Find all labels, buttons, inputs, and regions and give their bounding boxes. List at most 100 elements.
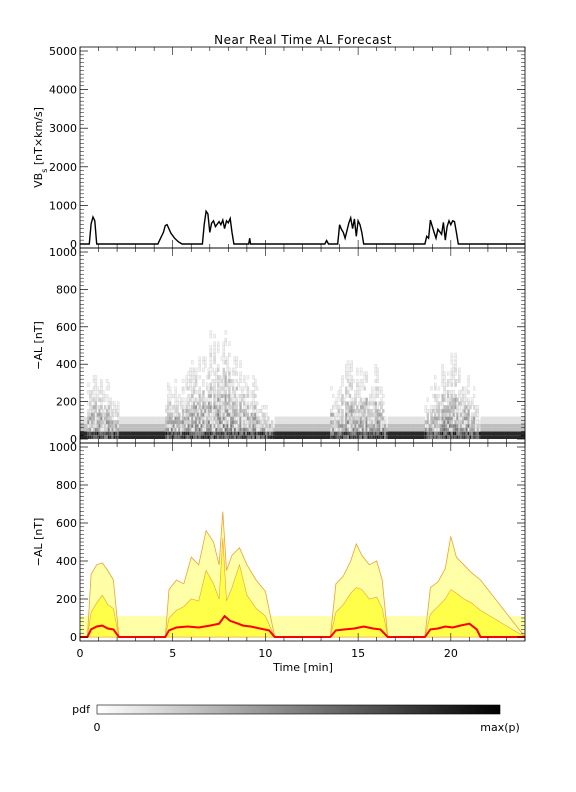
pdf-cell: [393, 416, 396, 421]
colorbar: pdf 0 max(p): [72, 703, 520, 734]
pdf-cell: [243, 379, 246, 384]
pdf-cell: [311, 424, 314, 428]
pdf-cell: [100, 405, 103, 410]
pdf-cell: [306, 427, 309, 432]
pdf-cell: [419, 416, 422, 421]
pdf-cell: [105, 379, 109, 384]
pdf-cell: [124, 416, 127, 421]
pdf-cell: [150, 416, 153, 421]
pdf-cell: [500, 416, 504, 421]
pdf-cell: [491, 416, 494, 421]
pdf-cell: [417, 416, 420, 421]
pdf-cell: [209, 382, 213, 387]
pdf-cell: [194, 397, 198, 402]
pdf-cell: [319, 424, 322, 428]
pdf-cell: [282, 416, 285, 421]
pdf-cell: [218, 390, 222, 395]
pdf-cell: [398, 431, 402, 436]
pdf-cell: [130, 435, 133, 439]
pdf-cell: [319, 435, 322, 439]
pdf-cell: [235, 360, 239, 365]
y-axis-title: VBs [nT×km/s]: [32, 107, 49, 188]
pdf-cell: [122, 424, 125, 428]
pdf-cell: [309, 420, 313, 425]
pdf-cell: [365, 375, 368, 380]
y-tick-label: 1000: [49, 441, 77, 454]
pdf-cell: [371, 394, 374, 398]
pdf-cell: [139, 424, 142, 428]
pdf-cell: [130, 416, 133, 421]
pdf-cell: [291, 420, 294, 425]
pdf-cell: [423, 435, 426, 439]
pdf-cell: [389, 435, 392, 439]
pdf-cell: [287, 420, 290, 425]
pdf-cell: [391, 435, 394, 439]
pdf-cell: [480, 424, 483, 428]
pdf-cell: [497, 424, 500, 428]
pdf-cell: [285, 416, 288, 421]
pdf-cell: [322, 431, 326, 436]
pdf-cell: [295, 424, 298, 428]
pdf-cell: [80, 424, 83, 428]
pdf-cell: [423, 416, 426, 421]
pdf-cell: [410, 420, 413, 425]
pdf-cell: [116, 416, 120, 421]
pdf-cell: [194, 382, 198, 387]
pdf-cell: [309, 427, 313, 432]
pdf-cell: [302, 416, 305, 421]
pdf-cell: [424, 405, 428, 410]
y-tick-label: 1000: [49, 199, 77, 212]
pdf-cell: [272, 431, 276, 436]
pdf-cell: [124, 431, 127, 436]
pdf-cell: [293, 427, 296, 432]
pdf-cell: [150, 427, 153, 432]
pdf-cell: [226, 360, 229, 365]
pdf-cell: [521, 420, 524, 425]
pdf-cell: [350, 367, 353, 372]
pdf-cell: [139, 431, 142, 436]
pdf-cell: [389, 424, 392, 428]
plot-frame: [79, 46, 526, 249]
pdf-cell: [359, 397, 363, 402]
pdf-cell: [144, 424, 148, 428]
pdf-cell: [393, 420, 396, 425]
pdf-cell: [480, 427, 483, 432]
pdf-cell: [202, 367, 205, 372]
pdf-cell: [128, 435, 131, 439]
pdf-cell: [345, 367, 348, 372]
pdf-cell: [308, 431, 311, 436]
pdf-cell: [497, 427, 500, 432]
pdf-cell: [454, 352, 457, 357]
pdf-cell: [476, 412, 480, 417]
pdf-cell: [287, 416, 290, 421]
pdf-cell: [404, 416, 407, 421]
pdf-cell: [417, 435, 420, 439]
pdf-cell: [107, 382, 111, 387]
pdf-cell: [226, 364, 229, 369]
y-tick-label: 600: [56, 517, 77, 530]
pdf-cell: [476, 405, 480, 410]
pdf-cell: [163, 416, 166, 421]
pdf-cell: [315, 424, 318, 428]
pdf-cell: [502, 424, 505, 428]
al-pdf-panel: 0 200 400 600 800 1000 −AL [nT]: [32, 246, 526, 446]
pdf-cell: [209, 345, 213, 350]
pdf-cell: [265, 405, 268, 410]
pdf-cell: [467, 375, 470, 380]
pdf-cell: [443, 386, 446, 391]
pdf-cell: [365, 379, 368, 384]
pdf-cell: [465, 386, 468, 391]
pdf-cell: [300, 435, 303, 439]
pdf-cell: [185, 382, 188, 387]
pdf-cell: [289, 431, 292, 436]
pdf-cell: [393, 424, 396, 428]
pdf-cell: [512, 416, 515, 421]
pdf-cell: [499, 416, 502, 421]
pdf-cell: [411, 427, 415, 432]
pdf-cell: [295, 420, 298, 425]
pdf-cell: [178, 412, 181, 417]
pdf-cell: [137, 431, 140, 436]
pdf-cell: [350, 382, 353, 387]
pdf-cell: [495, 424, 498, 428]
pdf-cell: [135, 431, 138, 436]
